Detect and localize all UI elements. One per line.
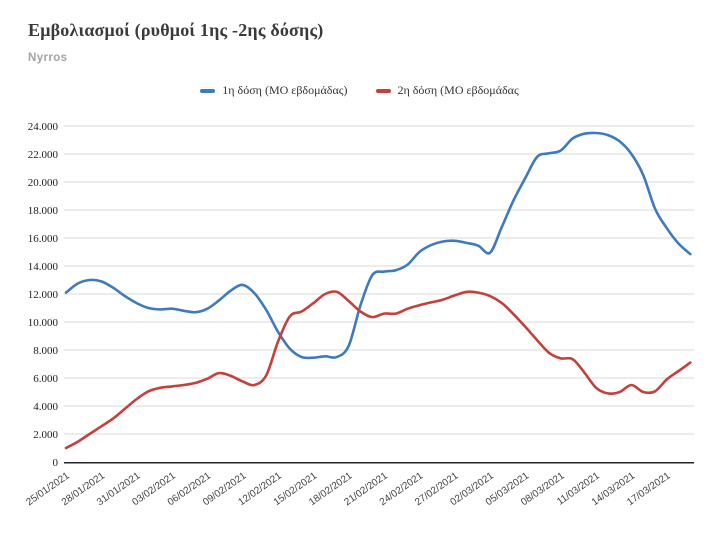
legend-item-2nd-dose[interactable]: 2η δόση (ΜΟ εβδομάδας [375,83,519,98]
chart-title: Εμβολιασμοί (ρυθμοί 1ης -2ης δόσης) [28,20,324,40]
y-axis-tick-label: 8.000 [33,345,58,357]
chart-subtitle: Nyrros [28,52,68,64]
y-axis-tick-label: 4.000 [33,401,58,413]
series-line-2nd-dose [64,290,692,450]
legend-swatch-2nd-dose-icon [375,88,391,93]
series-line-1st-dose [64,131,692,360]
legend-item-1st-dose[interactable]: 1η δόση (ΜΟ εβδομάδας) [200,83,348,98]
chart-legend: 1η δόση (ΜΟ εβδομάδας) 2η δόση (ΜΟ εβδομ… [0,83,719,98]
y-axis-tick-label: 2.000 [33,429,58,441]
y-axis-tick-label: 18.000 [28,205,59,217]
legend-swatch-1st-dose-icon [200,88,216,93]
y-axis-tick-label: 14.000 [28,261,59,273]
y-axis-tick-label: 16.000 [28,233,59,245]
y-axis-tick-label: 10.000 [28,317,59,329]
y-axis-tick-label: 0 [53,457,59,469]
y-axis-tick-label: 20.000 [28,177,59,189]
legend-label-1st-dose: 1η δόση (ΜΟ εβδομάδας) [222,83,348,97]
y-axis-tick-label: 22.000 [28,149,59,161]
legend-label-2nd-dose: 2η δόση (ΜΟ εβδομάδας [397,83,519,97]
y-axis-tick-label: 12.000 [28,289,59,301]
y-axis-tick-label: 24.000 [28,121,59,133]
y-axis-tick-label: 6.000 [33,373,58,385]
